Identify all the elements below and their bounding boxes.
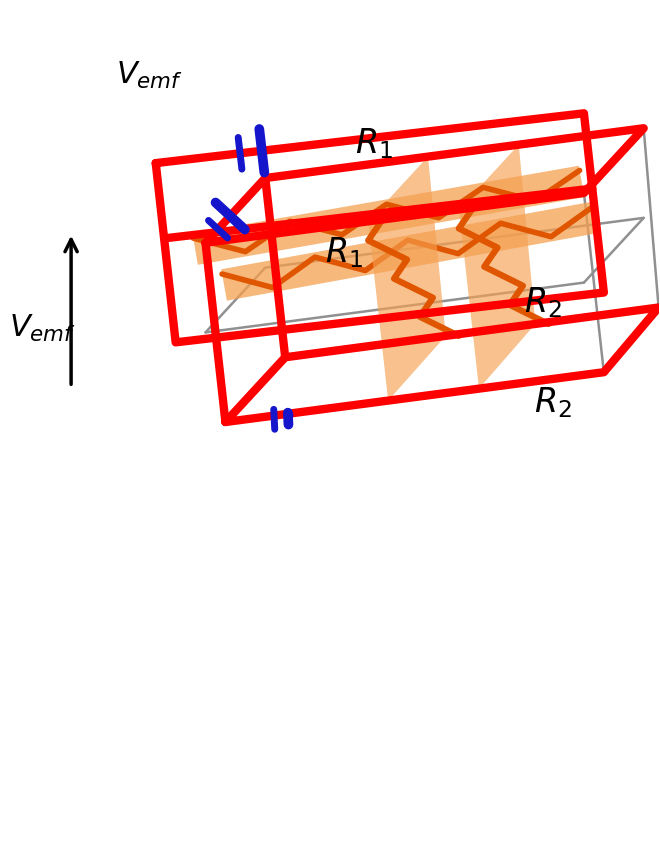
Text: $V_{emf}$: $V_{emf}$ [116, 59, 183, 91]
Polygon shape [221, 202, 599, 301]
Text: $R_1$: $R_1$ [355, 126, 393, 161]
Text: $V_{emf}$: $V_{emf}$ [9, 313, 77, 345]
Text: $R_2$: $R_2$ [524, 285, 562, 320]
Text: $R_1$: $R_1$ [325, 235, 363, 270]
Text: $R_2$: $R_2$ [534, 385, 572, 420]
Polygon shape [193, 166, 584, 265]
Polygon shape [368, 157, 446, 401]
Polygon shape [459, 145, 535, 389]
